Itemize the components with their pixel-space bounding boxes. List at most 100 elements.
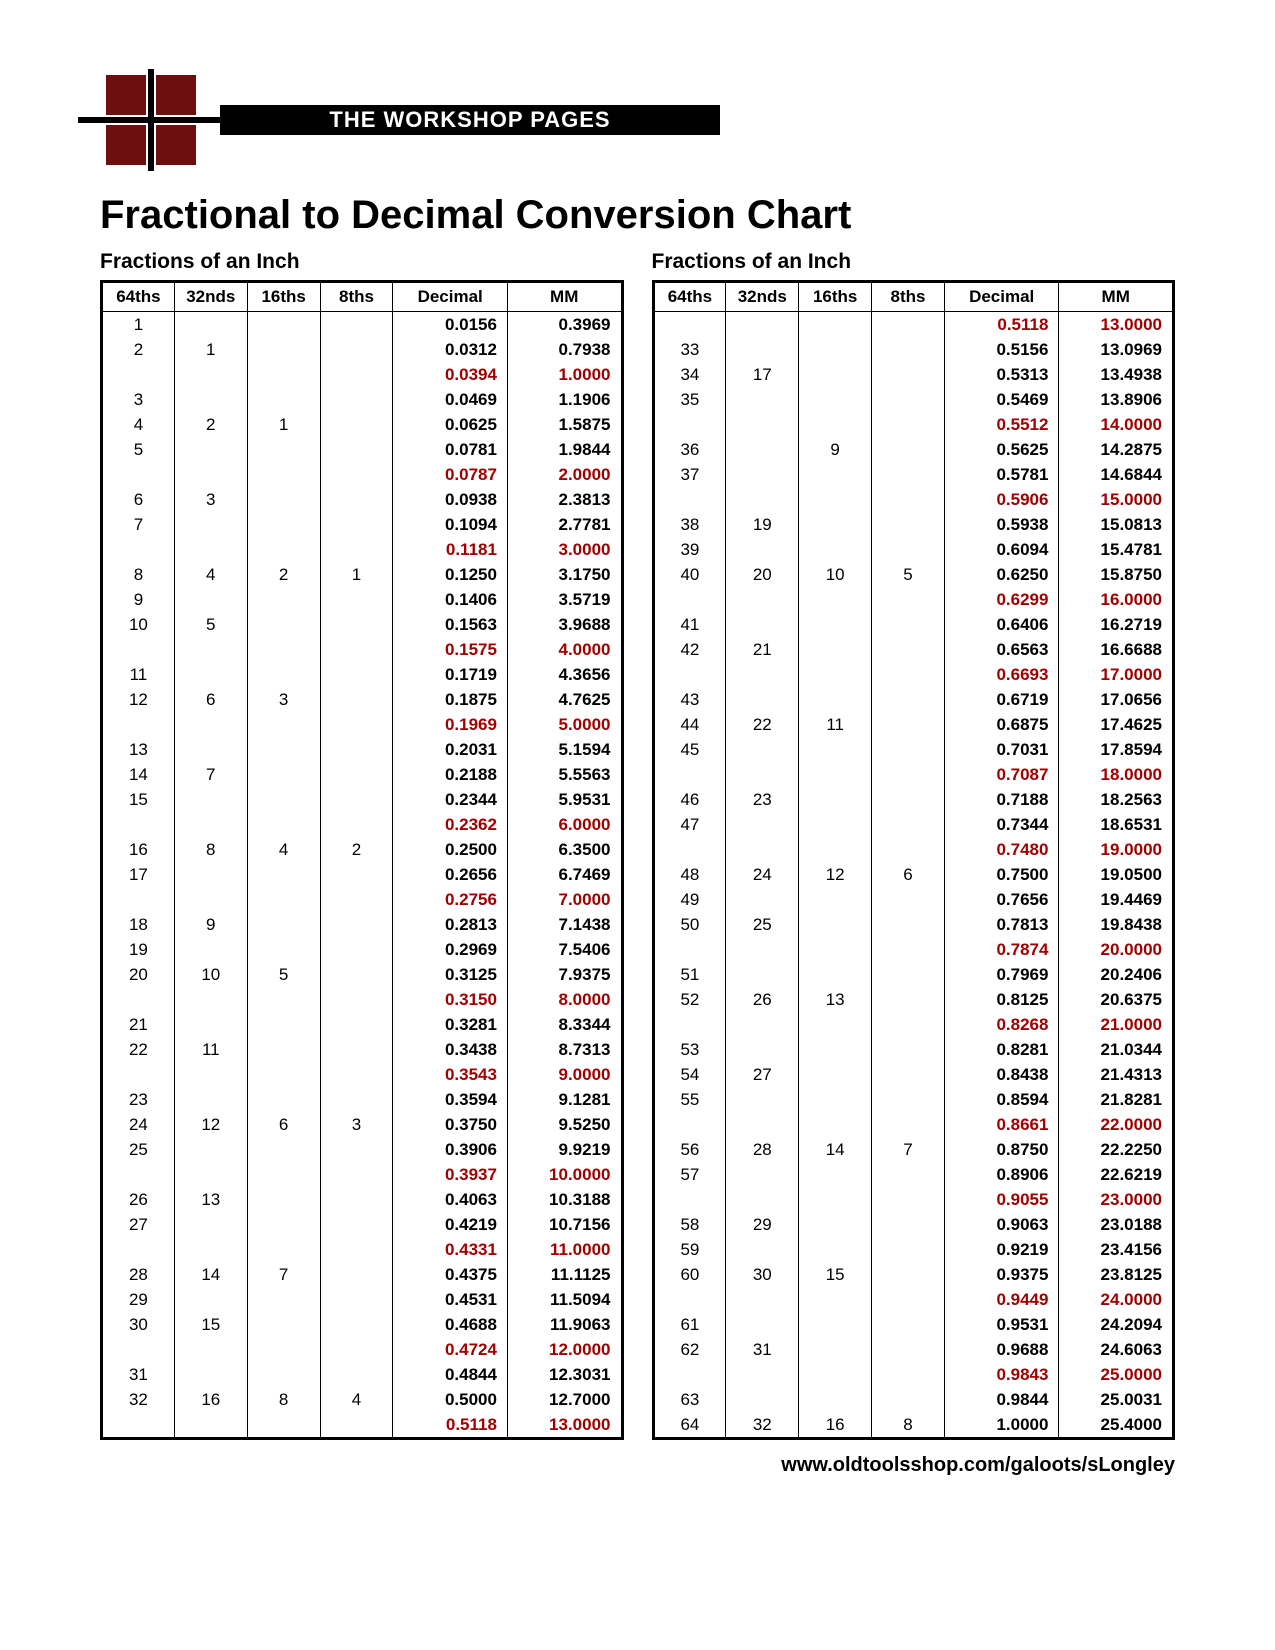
frac-cell — [320, 1012, 393, 1037]
frac-cell — [320, 862, 393, 887]
frac-cell — [247, 812, 320, 837]
frac-cell — [320, 762, 393, 787]
frac-cell — [247, 1187, 320, 1212]
frac-cell — [799, 1037, 872, 1062]
table-row: 530.828121.0344 — [653, 1037, 1174, 1062]
decimal-cell: 0.6875 — [944, 712, 1059, 737]
banner: THE WORKSHOP PAGES — [100, 75, 1175, 165]
table-row: 490.765619.4469 — [653, 887, 1174, 912]
frac-cell — [872, 1312, 945, 1337]
frac-cell: 9 — [799, 437, 872, 462]
frac-cell: 37 — [653, 462, 726, 487]
frac-cell: 38 — [653, 512, 726, 537]
frac-cell — [320, 812, 393, 837]
frac-cell: 20 — [726, 562, 799, 587]
frac-cell: 12 — [174, 1112, 247, 1137]
decimal-cell: 0.5781 — [944, 462, 1059, 487]
decimal-cell: 0.7656 — [944, 887, 1059, 912]
frac-cell — [872, 937, 945, 962]
decimal-cell: 0.5938 — [944, 512, 1059, 537]
frac-cell — [320, 512, 393, 537]
decimal-cell: 0.1250 — [393, 562, 508, 587]
frac-cell — [247, 1087, 320, 1112]
frac-cell: 1 — [174, 337, 247, 362]
table-row: 410.640616.2719 — [653, 612, 1174, 637]
table-row: 1890.28137.1438 — [102, 912, 623, 937]
mm-cell: 7.9375 — [507, 962, 622, 987]
frac-cell: 19 — [726, 512, 799, 537]
frac-cell: 28 — [726, 1137, 799, 1162]
frac-cell — [174, 1237, 247, 1262]
table-row: 590.921923.4156 — [653, 1237, 1174, 1262]
decimal-cell: 0.3750 — [393, 1112, 508, 1137]
decimal-cell: 0.8661 — [944, 1112, 1059, 1137]
frac-cell — [872, 462, 945, 487]
frac-cell — [174, 1412, 247, 1439]
frac-cell — [872, 1262, 945, 1287]
mm-cell: 7.5406 — [507, 937, 622, 962]
frac-cell: 28 — [102, 1262, 175, 1287]
frac-cell — [247, 737, 320, 762]
frac-cell — [872, 1037, 945, 1062]
frac-cell: 21 — [102, 1012, 175, 1037]
frac-cell: 56 — [653, 1137, 726, 1162]
frac-cell — [174, 637, 247, 662]
table-row: 290.453111.5094 — [102, 1287, 623, 1312]
mm-cell: 6.7469 — [507, 862, 622, 887]
table-row: 62310.968824.6063 — [653, 1337, 1174, 1362]
frac-cell: 23 — [726, 787, 799, 812]
frac-cell — [799, 362, 872, 387]
decimal-cell: 0.5000 — [393, 1387, 508, 1412]
frac-cell — [653, 1362, 726, 1387]
subhead-left: Fractions of an Inch — [100, 250, 624, 274]
frac-cell — [174, 1062, 247, 1087]
frac-cell — [653, 1287, 726, 1312]
frac-cell: 9 — [102, 587, 175, 612]
decimal-cell: 0.0156 — [393, 312, 508, 338]
frac-cell: 6 — [174, 687, 247, 712]
decimal-cell: 0.6406 — [944, 612, 1059, 637]
decimal-cell: 0.3543 — [393, 1062, 508, 1087]
frac-cell — [320, 912, 393, 937]
frac-cell — [174, 787, 247, 812]
table-row: 610.953124.2094 — [653, 1312, 1174, 1337]
frac-cell: 1 — [320, 562, 393, 587]
mm-cell: 12.0000 — [507, 1337, 622, 1362]
frac-cell: 27 — [102, 1212, 175, 1237]
frac-cell — [174, 812, 247, 837]
frac-cell — [174, 437, 247, 462]
frac-cell — [174, 1337, 247, 1362]
frac-cell — [872, 612, 945, 637]
frac-cell — [799, 1112, 872, 1137]
frac-cell — [320, 637, 393, 662]
frac-cell: 8 — [174, 837, 247, 862]
decimal-cell: 0.7031 — [944, 737, 1059, 762]
table-row: 56281470.875022.2250 — [653, 1137, 1174, 1162]
frac-cell — [320, 1412, 393, 1439]
table-row: 450.703117.8594 — [653, 737, 1174, 762]
frac-cell — [247, 437, 320, 462]
frac-cell — [872, 1012, 945, 1037]
table-row: 0.748019.0000 — [653, 837, 1174, 862]
frac-cell — [174, 587, 247, 612]
table-row: 58290.906323.0188 — [653, 1212, 1174, 1237]
frac-cell — [799, 337, 872, 362]
decimal-cell: 0.4375 — [393, 1262, 508, 1287]
mm-cell: 17.0000 — [1059, 662, 1174, 687]
mm-cell: 1.1906 — [507, 387, 622, 412]
frac-cell: 46 — [653, 787, 726, 812]
decimal-cell: 0.0312 — [393, 337, 508, 362]
frac-cell — [726, 312, 799, 338]
decimal-cell: 0.5156 — [944, 337, 1059, 362]
frac-cell — [174, 1362, 247, 1387]
frac-cell: 7 — [174, 762, 247, 787]
frac-cell — [872, 1162, 945, 1187]
frac-cell — [726, 487, 799, 512]
frac-cell — [174, 1212, 247, 1237]
decimal-cell: 0.1969 — [393, 712, 508, 737]
frac-cell — [247, 712, 320, 737]
decimal-cell: 0.5625 — [944, 437, 1059, 462]
table-row: 30.04691.1906 — [102, 387, 623, 412]
frac-cell — [102, 712, 175, 737]
table-row: 84210.12503.1750 — [102, 562, 623, 587]
